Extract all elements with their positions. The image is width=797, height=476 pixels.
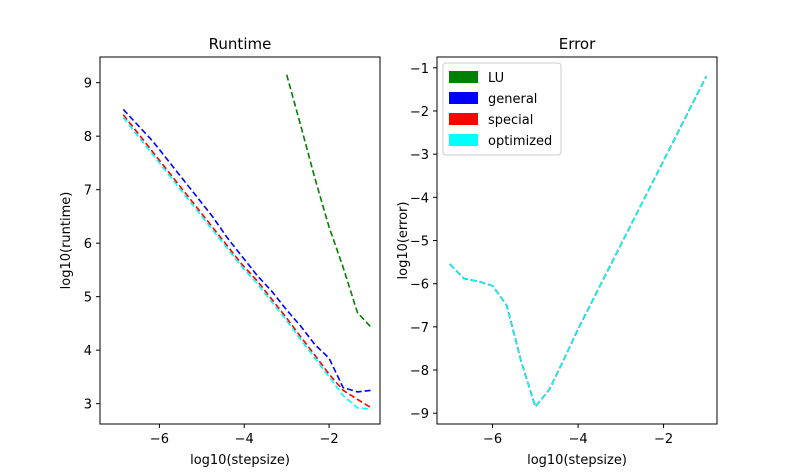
error-legend-label-LU: LU	[488, 71, 504, 86]
error-legend-swatch-optimized	[449, 134, 478, 146]
runtime-y-tick-label: 8	[84, 130, 92, 145]
error-legend-swatch-special	[449, 113, 478, 125]
error-legend-label-general: general	[488, 92, 537, 107]
runtime-series-line-1	[122, 108, 372, 393]
error-series-line-3	[449, 76, 708, 409]
error-y-tick-label: −5	[410, 235, 429, 250]
error-y-tick-label: −9	[410, 407, 429, 422]
runtime-y-tick-label: 3	[84, 398, 92, 413]
error-y-tick-label: −2	[410, 105, 429, 120]
runtime-series-line-2	[122, 114, 372, 409]
error-series-group	[449, 76, 708, 409]
runtime-x-tick-label: −6	[150, 432, 169, 447]
error-y-tick-label: −7	[410, 321, 429, 336]
error-y-tick-label: −4	[410, 191, 429, 206]
runtime-y-tick-label: 7	[84, 184, 92, 199]
runtime-y-tick-label: 9	[84, 77, 92, 92]
error-y-tick-label: −8	[410, 364, 429, 379]
error-legend-box	[442, 62, 562, 156]
runtime-y-tick-label: 5	[84, 291, 92, 306]
error-legend-swatch-LU	[449, 71, 478, 83]
error-y-tick-label: −3	[410, 148, 429, 163]
error-y-axis-label: log10(error)	[396, 202, 411, 280]
runtime-series-line-3	[122, 117, 372, 410]
runtime-series-group	[122, 74, 373, 410]
runtime-x-tick-label: −2	[320, 432, 339, 447]
runtime-panel: Runtime −6 −4 −2 3 4 5 6 7 8 9 log10(stepsize) l…	[59, 35, 381, 468]
runtime-y-ticks: 3 4 5 6 7 8 9	[84, 77, 100, 413]
runtime-y-tick-label: 6	[84, 237, 92, 252]
error-x-ticks: −6 −4 −2	[483, 424, 673, 447]
error-x-axis-label: log10(stepsize)	[527, 453, 627, 468]
runtime-y-axis-label: log10(runtime)	[59, 192, 74, 290]
runtime-title: Runtime	[209, 35, 272, 53]
error-legend-label-optimized: optimized	[488, 134, 552, 149]
runtime-series-line-0	[285, 74, 373, 329]
error-legend-swatch-general	[449, 92, 478, 104]
error-legend: LU general special optimized	[442, 62, 562, 156]
error-y-ticks: −9 −8 −7 −6 −5 −4 −3 −2 −1	[410, 62, 437, 422]
error-panel: Error −6 −4 −2 −9 −8 −7 −6 −5 −4 −3 −2 −1 log10(st…	[396, 35, 718, 468]
error-y-tick-label: −6	[410, 278, 429, 293]
runtime-axes-frame	[99, 56, 381, 425]
runtime-x-ticks: −6 −4 −2	[150, 424, 339, 447]
error-title: Error	[559, 35, 596, 53]
runtime-y-tick-label: 4	[84, 344, 92, 359]
error-y-tick-label: −1	[410, 62, 429, 77]
runtime-x-axis-label: log10(stepsize)	[190, 453, 290, 468]
error-legend-label-special: special	[488, 113, 533, 128]
error-x-tick-label: −6	[483, 432, 502, 447]
error-x-tick-label: −4	[568, 432, 587, 447]
runtime-x-tick-label: −4	[235, 432, 254, 447]
error-x-tick-label: −2	[654, 432, 673, 447]
